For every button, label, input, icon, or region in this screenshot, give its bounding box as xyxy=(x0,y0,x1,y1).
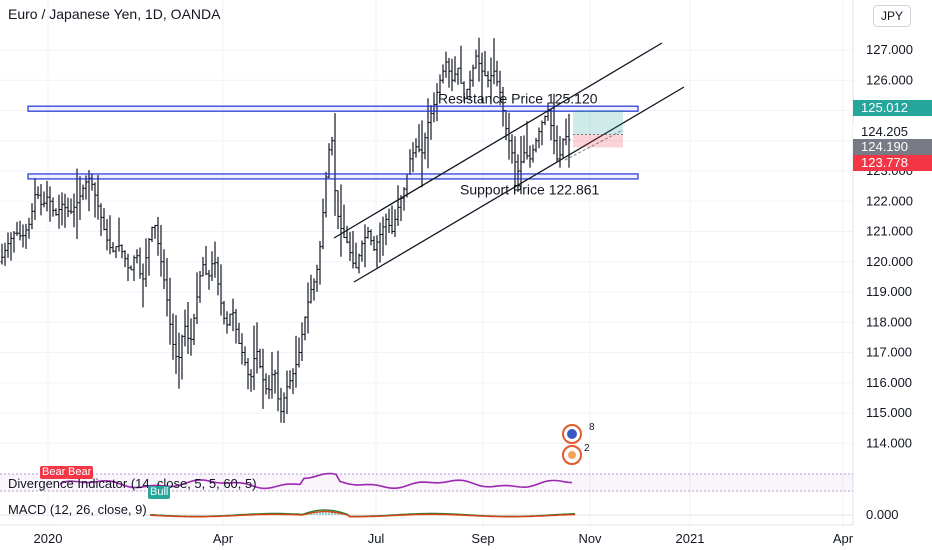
trend-channel xyxy=(333,42,685,283)
y-tick-label: 121.000 xyxy=(866,224,913,239)
y-tick-label: 127.000 xyxy=(866,42,913,57)
x-tick-label: Apr xyxy=(213,531,234,546)
divergence-line xyxy=(59,472,573,490)
bear-marker-1: Bear xyxy=(40,466,68,479)
bear-marker-2: Bear xyxy=(66,466,94,479)
x-tick-label: Sep xyxy=(471,531,494,546)
macd-pane: 0.000 xyxy=(0,507,899,522)
y-tick-label: 115.000 xyxy=(866,405,912,420)
price-tag-cross: 124.205 xyxy=(853,124,932,140)
y-tick-label: 116.000 xyxy=(866,375,912,390)
support-zone xyxy=(27,173,639,180)
level-lines: Resistance Price 125.120 Support Price 12… xyxy=(27,91,639,197)
y-tick-label: 122.000 xyxy=(866,193,913,208)
macd-tick: 0.000 xyxy=(866,507,899,522)
x-tick-label: Jul xyxy=(368,531,385,546)
bull-marker: Bull xyxy=(148,486,171,499)
target-zone xyxy=(573,110,623,135)
x-tick-label: Nov xyxy=(578,531,602,546)
macd-signal-line xyxy=(149,510,576,518)
y-tick-label: 120.000 xyxy=(866,254,913,269)
event-count: 2 xyxy=(584,443,590,454)
stop-zone xyxy=(573,134,623,148)
price-candles xyxy=(0,37,571,424)
y-tick-label: 119.000 xyxy=(866,284,912,299)
y-tick-label: 126.000 xyxy=(866,72,913,87)
x-tick-label: 2021 xyxy=(676,531,705,546)
y-tick-label: 117.000 xyxy=(866,345,912,360)
y-tick-label: 114.000 xyxy=(866,435,912,450)
resistance-label: Resistance Price 125.120 xyxy=(438,91,598,107)
event-icon-center xyxy=(567,429,577,439)
divergence-pane xyxy=(0,472,853,492)
price-tag-last: 124.190 xyxy=(853,139,932,155)
resistance-zone xyxy=(27,105,639,112)
x-tick-label: 2020 xyxy=(34,531,63,546)
position-link xyxy=(564,129,624,161)
event-icons: 82 xyxy=(562,422,595,465)
divergence-indicator-label[interactable]: Divergence Indicator (14, close, 5, 5, 6… xyxy=(8,476,257,491)
y-tick-label: 118.000 xyxy=(866,314,912,329)
x-tick-label: Apr xyxy=(833,531,854,546)
price-tag-stop: 123.778 xyxy=(853,155,932,171)
grid xyxy=(0,0,853,525)
support-label: Support Price 122.861 xyxy=(460,181,600,197)
time-axis[interactable]: 2020 Apr Jul Sep Nov 2021 Apr xyxy=(0,524,854,546)
chart-title: Euro / Japanese Yen, 1D, OANDA xyxy=(8,6,221,22)
channel-upper-line xyxy=(333,42,663,239)
currency-button[interactable]: JPY xyxy=(873,5,911,27)
position-box xyxy=(564,110,624,161)
event-icon-ring-center xyxy=(568,451,576,459)
event-count: 8 xyxy=(589,422,595,433)
price-tag-target: 125.012 xyxy=(853,100,932,116)
price-axis[interactable]: 127.000126.000125.000124.000123.000122.0… xyxy=(852,0,913,525)
channel-lower-line xyxy=(353,86,685,283)
macd-indicator-label[interactable]: MACD (12, 26, close, 9) xyxy=(8,502,147,517)
